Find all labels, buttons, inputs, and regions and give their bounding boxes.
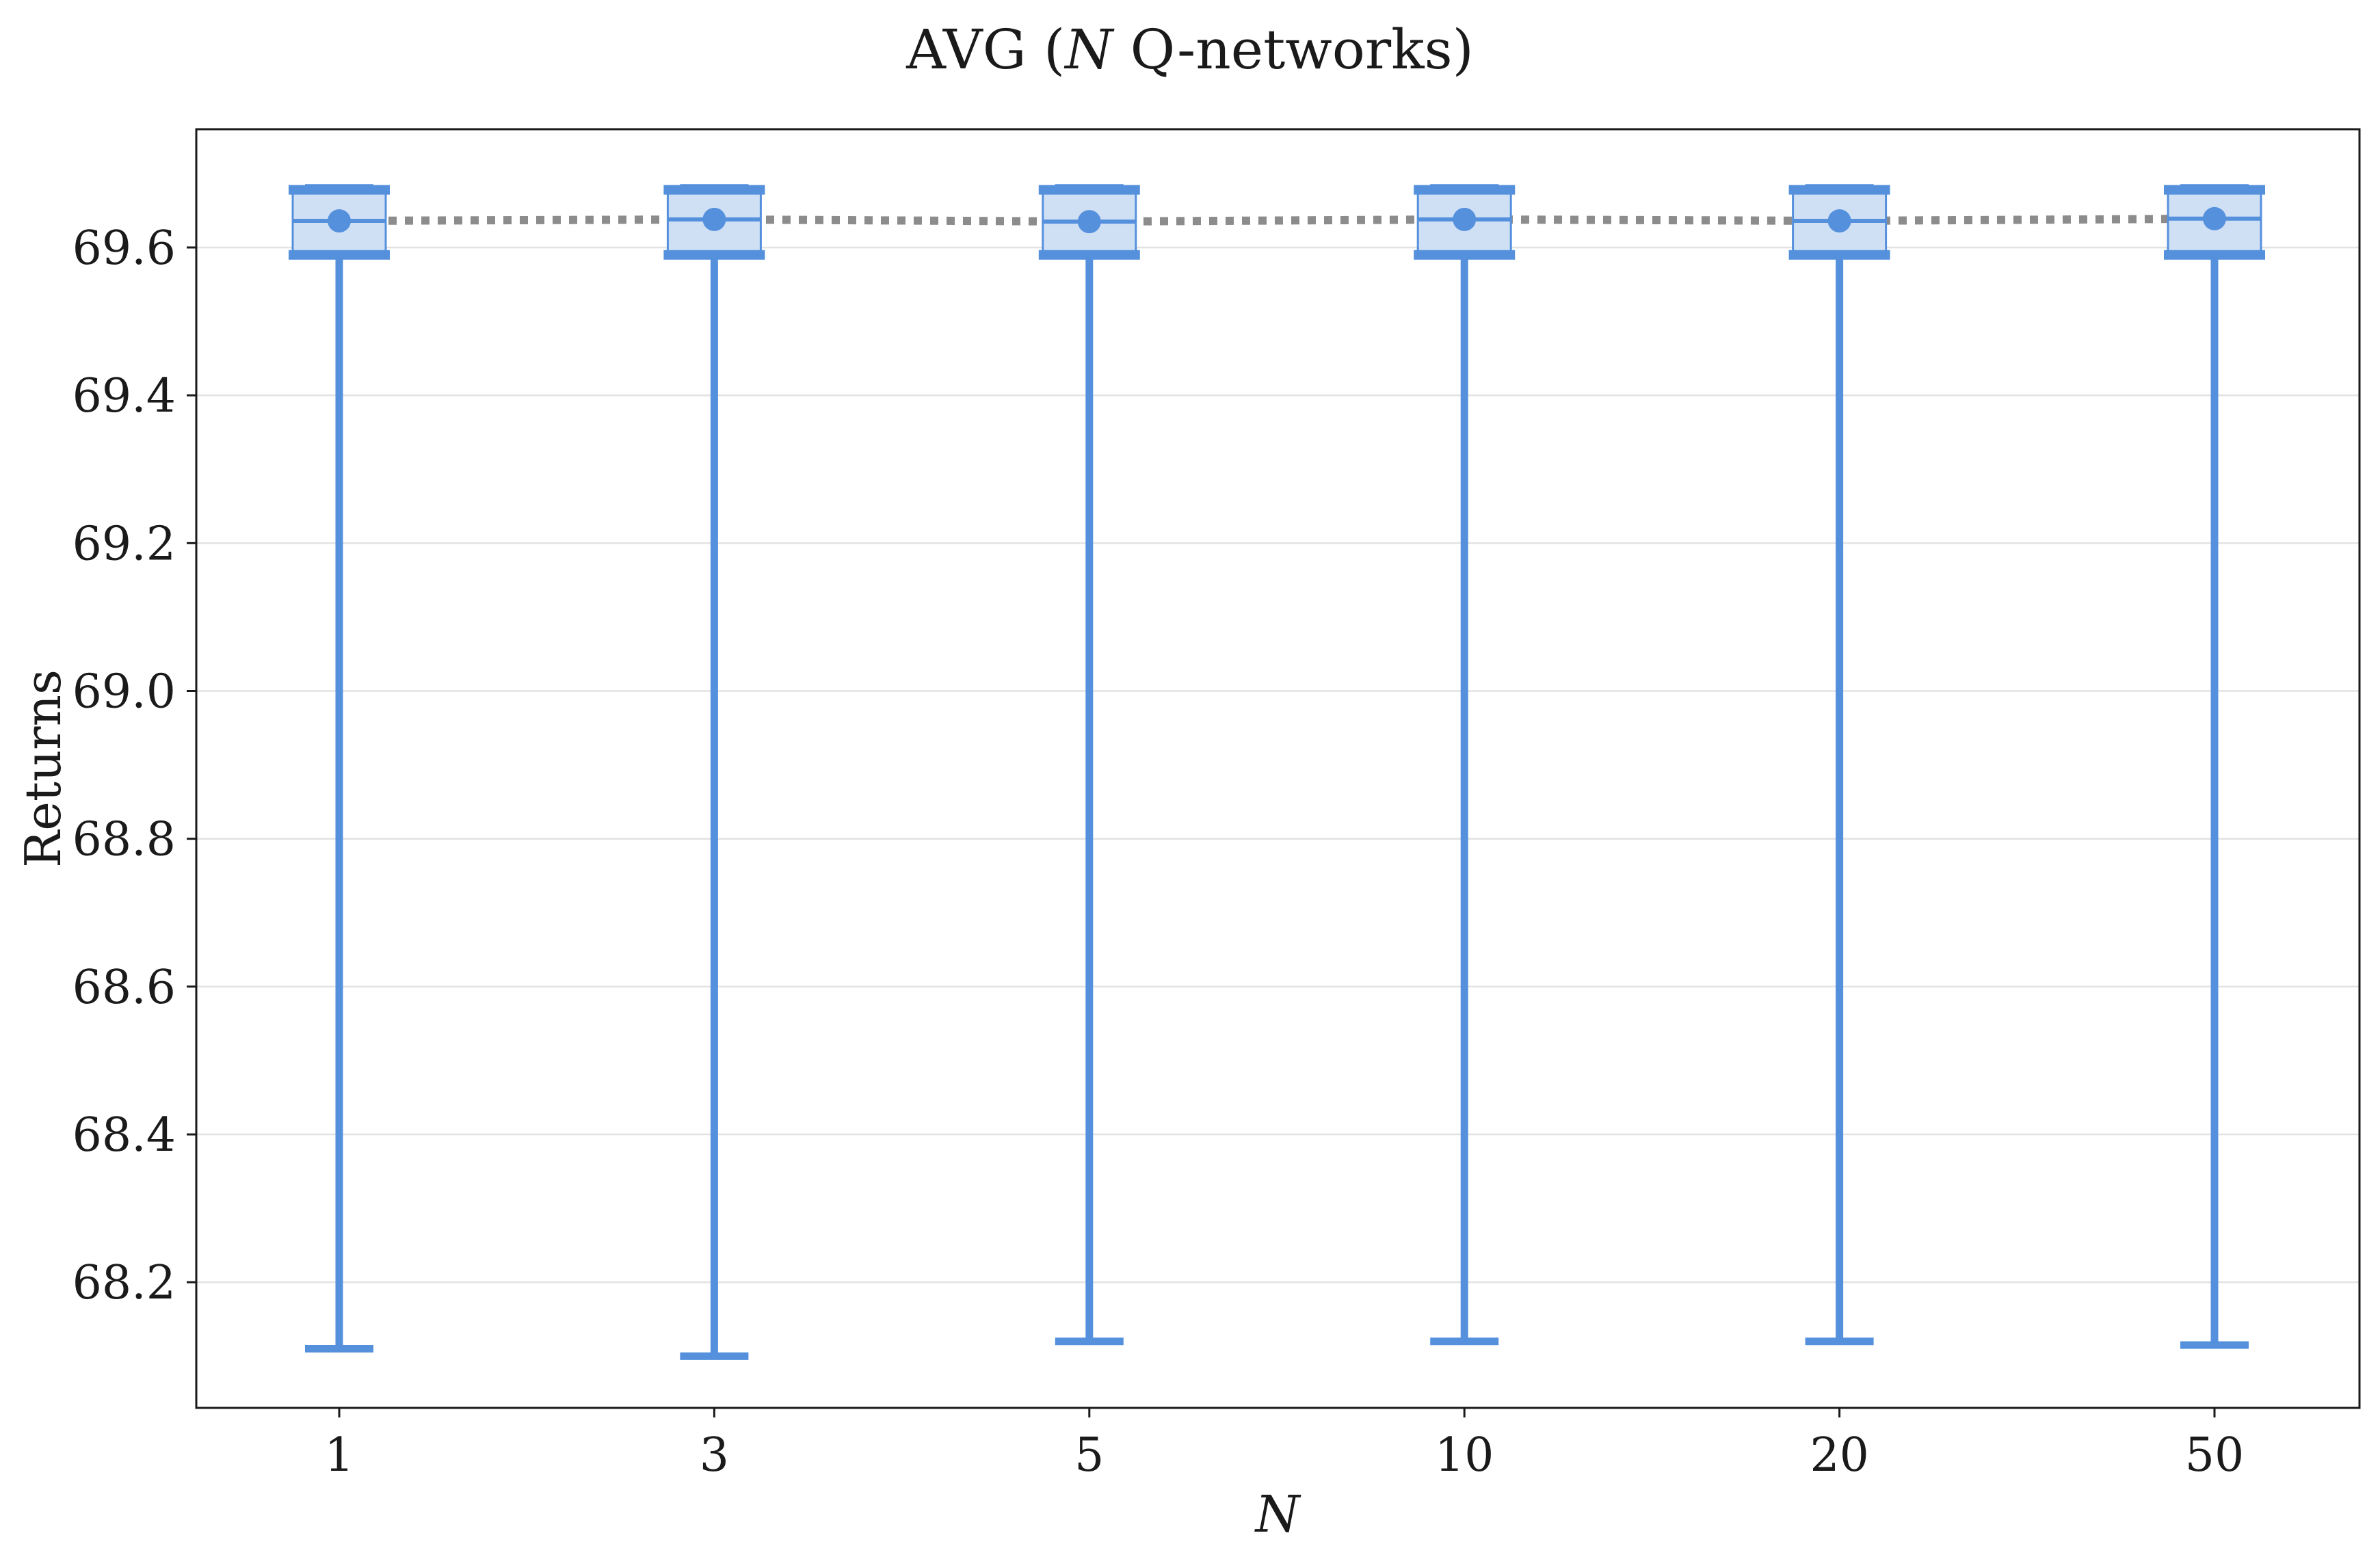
y-tick-layer: 68.2 68.4 68.6 68.8 69.0 69.2 69.4 69.6: [72, 222, 196, 1310]
chart-title-rest: Q-networks): [1113, 18, 1474, 81]
x-tick-label: 3: [700, 1428, 729, 1482]
mean-marker: [1453, 207, 1477, 231]
x-tick-label: 5: [1074, 1428, 1104, 1482]
x-tick-label: 1: [324, 1428, 354, 1482]
y-tick-label: 68.8: [72, 813, 176, 867]
y-tick-label: 69.6: [72, 222, 176, 276]
mean-marker: [702, 207, 726, 231]
box-plot: [289, 184, 390, 1353]
y-tick-label: 69.4: [72, 369, 176, 423]
chart-title-italic: N: [1063, 18, 1115, 81]
y-tick-label: 69.2: [72, 517, 176, 571]
box-plot: [1788, 184, 1890, 1346]
mean-trend-line: [339, 214, 2215, 226]
y-axis-label: Returns: [14, 669, 72, 868]
chart-title: AVG (N Q-networks): [905, 18, 1474, 81]
x-tick-label: 50: [2185, 1428, 2245, 1482]
box-plot: [1038, 184, 1140, 1346]
y-tick-label: 68.2: [72, 1256, 176, 1310]
x-axis-label: N: [1254, 1485, 1301, 1544]
mean-line-layer: [339, 214, 2215, 226]
y-tick-label: 68.4: [72, 1108, 176, 1162]
mean-marker: [2203, 206, 2226, 230]
box-plot: [663, 184, 765, 1360]
x-tick-layer: 1 3 5 10 20 50: [324, 1408, 2244, 1482]
x-tick-label: 10: [1435, 1428, 1494, 1482]
x-tick-label: 20: [1810, 1428, 1869, 1482]
box-plot: [1414, 184, 1516, 1346]
grid-layer: [196, 246, 2359, 1283]
mean-marker: [1827, 209, 1851, 233]
y-tick-label: 69.0: [72, 665, 176, 719]
y-tick-label: 68.6: [72, 961, 176, 1015]
plot-frame: [195, 128, 2361, 1409]
box-plot: [2164, 184, 2265, 1349]
box-layer: [289, 184, 2265, 1360]
mean-marker: [328, 209, 351, 233]
chart-title-main: AVG (: [905, 18, 1065, 81]
mean-marker: [1077, 210, 1101, 234]
